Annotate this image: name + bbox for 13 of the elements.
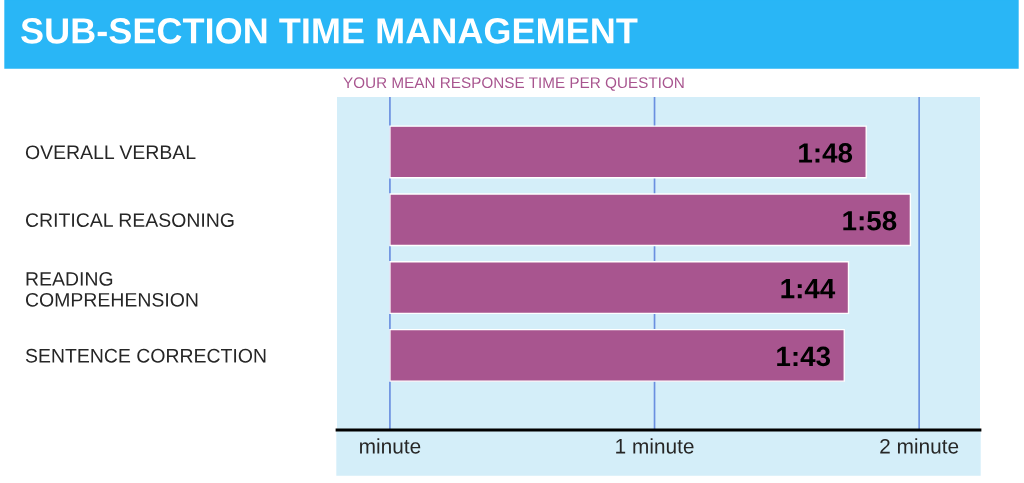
chart-title: SUB-SECTION TIME MANAGEMENT (21, 18, 638, 44)
y-tick-label: READING COMPREHENSION (25, 271, 198, 307)
chart-subtitle: YOUR MEAN RESPONSE TIME PER QUESTION (343, 77, 684, 91)
y-tick-label: OVERALL VERBAL (25, 145, 196, 160)
data-label: 1:43 (777, 346, 831, 367)
x-tick-label: 2 minute (880, 438, 959, 454)
data-label: 1:48 (799, 143, 853, 163)
data-label: 1:44 (781, 279, 836, 299)
y-tick-label: CRITICAL REASONING (25, 213, 234, 227)
x-tick-label: 1 minute (616, 438, 694, 454)
data-label: 1:58 (843, 210, 897, 231)
x-tick-label: minute (360, 438, 421, 454)
y-tick-label: SENTENCE CORRECTION (25, 348, 266, 363)
